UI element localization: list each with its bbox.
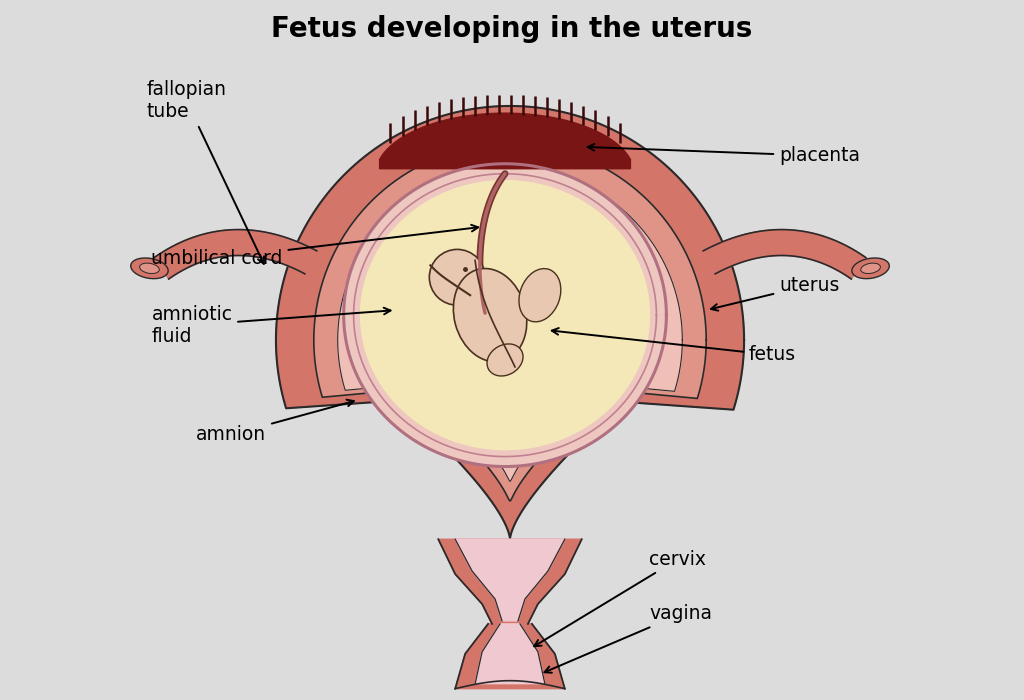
- Polygon shape: [456, 624, 565, 689]
- Ellipse shape: [861, 263, 881, 274]
- Text: umbilical cord: umbilical cord: [152, 225, 478, 268]
- Polygon shape: [275, 106, 744, 539]
- Text: fetus: fetus: [552, 328, 797, 365]
- Text: amniotic
fluid: amniotic fluid: [152, 304, 390, 346]
- Polygon shape: [360, 181, 649, 449]
- Ellipse shape: [454, 269, 526, 362]
- Ellipse shape: [519, 269, 561, 322]
- Polygon shape: [344, 164, 667, 466]
- Polygon shape: [380, 113, 631, 169]
- Ellipse shape: [139, 263, 160, 274]
- Text: cervix: cervix: [535, 550, 707, 646]
- Text: Fetus developing in the uterus: Fetus developing in the uterus: [271, 15, 753, 43]
- Text: vagina: vagina: [545, 604, 713, 673]
- Polygon shape: [338, 168, 682, 482]
- Polygon shape: [154, 230, 316, 279]
- Circle shape: [429, 249, 485, 305]
- Ellipse shape: [131, 258, 168, 279]
- Polygon shape: [475, 624, 545, 684]
- Text: fallopian
tube: fallopian tube: [146, 80, 264, 264]
- Polygon shape: [456, 539, 565, 621]
- Text: uterus: uterus: [711, 276, 840, 311]
- Polygon shape: [438, 539, 582, 624]
- Text: amnion: amnion: [197, 400, 354, 444]
- Polygon shape: [703, 230, 866, 279]
- Polygon shape: [313, 144, 707, 501]
- Ellipse shape: [852, 258, 889, 279]
- Ellipse shape: [487, 344, 523, 376]
- Text: placenta: placenta: [588, 144, 860, 165]
